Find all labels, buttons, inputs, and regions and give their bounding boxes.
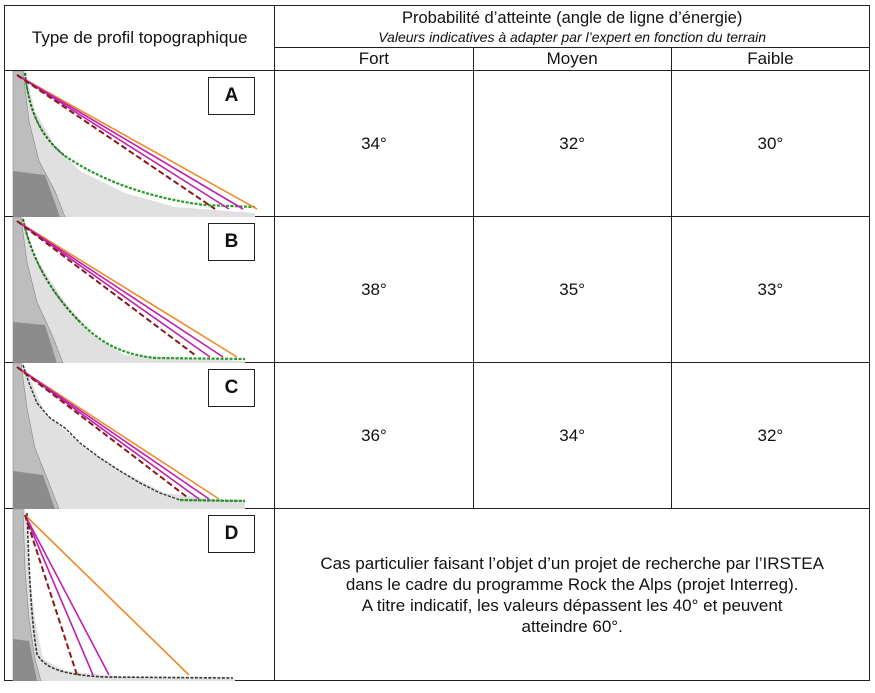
energy-line-angle-table: Type de profil topographique Probabilité… <box>3 5 871 681</box>
value-a-moyen: 32° <box>472 70 672 217</box>
profile-letter-c: C <box>208 369 255 407</box>
probability-subtitle: Valeurs indicatives à adapter par l’expe… <box>378 28 767 45</box>
profile-a-diagram <box>12 71 258 217</box>
value-c-moyen: 34° <box>472 362 672 509</box>
profile-b-diagram <box>12 217 246 363</box>
profile-type-header: Type de profil topographique <box>3 5 276 71</box>
profile-letter-b: B <box>208 223 255 261</box>
value-b-moyen: 35° <box>472 216 672 363</box>
probability-title: Probabilité d’atteinte (angle de ligne d… <box>402 8 743 27</box>
probability-header: Probabilité d’atteinte (angle de ligne d… <box>274 5 870 48</box>
profile-letter-d: D <box>208 515 255 553</box>
value-b-fort: 38° <box>274 216 474 363</box>
case-d-note-line-1: Cas particulier faisant l’objet d’un pro… <box>320 553 824 573</box>
case-d-note: Cas particulier faisant l’objet d’un pro… <box>274 508 870 681</box>
value-a-faible: 30° <box>670 70 871 217</box>
profile-b-cell: B <box>3 216 276 363</box>
profile-d-cell: D <box>3 508 276 681</box>
profile-d-diagram <box>12 509 235 681</box>
profile-letter-a: A <box>208 77 255 115</box>
value-c-fort: 36° <box>274 362 474 509</box>
level-fort-header: Fort <box>274 47 474 71</box>
profile-c-cell: C <box>3 362 276 509</box>
profile-a-cell: A <box>3 70 276 217</box>
level-faible-header: Faible <box>670 47 871 71</box>
profile-c-diagram <box>12 363 246 509</box>
case-d-note-line-3: A titre indicatif, les valeurs dépassent… <box>361 595 783 615</box>
value-b-faible: 33° <box>670 216 871 363</box>
case-d-note-line-4: atteindre 60°. <box>521 616 623 636</box>
value-a-fort: 34° <box>274 70 474 217</box>
case-d-note-line-2: dans le cadre du programme Rock the Alps… <box>345 574 799 594</box>
value-c-faible: 32° <box>670 362 871 509</box>
level-moyen-header: Moyen <box>472 47 672 71</box>
